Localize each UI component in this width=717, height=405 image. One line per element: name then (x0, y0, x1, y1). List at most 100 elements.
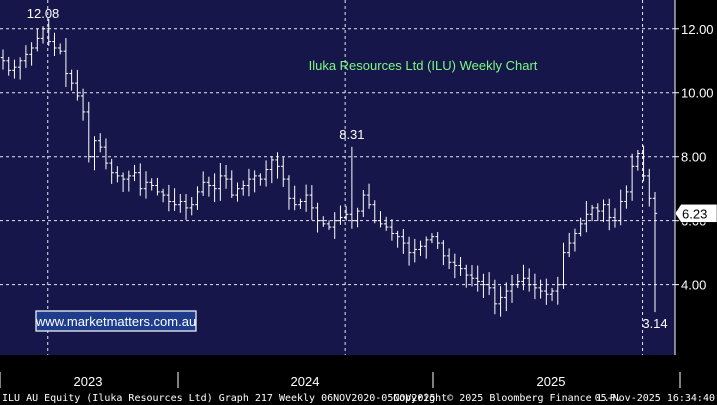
price-bar (561, 242, 566, 289)
price-bar (544, 278, 549, 305)
price-bar (521, 264, 526, 291)
price-bar (441, 240, 446, 266)
price-bar (103, 138, 109, 170)
price-annotation: 3.14 (642, 316, 667, 331)
price-bar (258, 173, 263, 186)
price-bar (229, 170, 234, 198)
chart-title: Iluka Resources Ltd (ILU) Weekly Chart (309, 58, 538, 73)
price-bar (538, 279, 543, 299)
price-bar (241, 180, 246, 196)
price-bar (458, 256, 463, 276)
price-bar (183, 194, 189, 220)
price-bar (361, 189, 366, 217)
price-bar (515, 273, 520, 289)
price-bar (635, 150, 641, 171)
price-bar (464, 264, 469, 288)
price-bar (23, 45, 29, 68)
plot-area (0, 0, 675, 355)
price-bar (624, 185, 629, 209)
price-bar (435, 232, 440, 250)
price-bar (509, 274, 515, 303)
price-bar (629, 153, 635, 201)
price-bar (138, 163, 143, 196)
y-tick-label: 12.00 (681, 22, 714, 37)
price-bars (0, 18, 658, 317)
price-bar (343, 206, 349, 221)
price-bar (252, 170, 257, 193)
price-bar (246, 168, 252, 197)
footer-copyright: Copyright© 2025 Bloomberg Finance L.P. (393, 393, 622, 404)
price-bar (372, 200, 377, 224)
price-bar (29, 42, 34, 66)
price-bar (149, 178, 154, 191)
x-axis: 2023 2024 2025 (0, 372, 681, 389)
price-bar (309, 185, 315, 221)
x-year-label: 2024 (291, 374, 320, 389)
price-bar (143, 171, 149, 199)
price-bar (92, 136, 97, 171)
price-bar (378, 211, 383, 228)
price-bar (40, 26, 46, 44)
price-bar (52, 32, 57, 56)
x-year-label: 2025 (537, 374, 566, 389)
price-bar (223, 164, 229, 189)
price-bar (86, 101, 91, 163)
price-bar (424, 236, 429, 259)
price-bar (303, 184, 309, 212)
price-bar (446, 248, 452, 270)
price-bar (212, 173, 217, 203)
price-bar (326, 220, 332, 230)
price-bar (275, 152, 280, 179)
price-bar (647, 168, 652, 207)
price-bar (475, 265, 480, 292)
price-bar (607, 198, 612, 231)
price-bar (235, 182, 240, 202)
price-bar (286, 175, 292, 210)
price-bar (263, 160, 269, 187)
price-annotations: 12.088.313.149.48 (27, 6, 668, 331)
price-bar (412, 238, 417, 263)
price-bar (218, 162, 223, 201)
price-bar (200, 171, 206, 196)
y-tick-label: 8.00 (681, 150, 706, 165)
bottom-band (0, 355, 717, 405)
price-bar (492, 279, 498, 315)
price-bar (618, 189, 623, 226)
price-bar (17, 57, 23, 80)
price-bar (549, 287, 555, 301)
watermark-text: www.marketmatters.com.au (35, 314, 196, 329)
price-bar (269, 156, 275, 184)
price-bar (160, 188, 166, 203)
last-price-label: 6.23 (682, 206, 707, 221)
price-bar (98, 133, 103, 153)
price-bar (572, 228, 578, 252)
price-bar (406, 236, 412, 266)
price-bar (532, 273, 538, 300)
price-bar (206, 176, 212, 197)
price-bar (366, 183, 372, 209)
price-bar (63, 38, 69, 87)
price-bar (292, 185, 297, 211)
price-bar (355, 207, 360, 228)
price-bar (486, 272, 492, 296)
price-bar (132, 164, 137, 182)
watermark-box: www.marketmatters.com.au (35, 310, 197, 332)
price-bar (401, 229, 406, 254)
price-bar (498, 286, 503, 317)
price-bar (321, 216, 326, 227)
price-bar (389, 219, 395, 241)
price-bar (584, 200, 589, 233)
price-bar (80, 88, 86, 121)
price-bar (75, 69, 80, 101)
price-bar (469, 265, 475, 287)
price-bar (641, 145, 646, 182)
price-bar (155, 177, 160, 196)
price-bar (281, 157, 286, 187)
price-bar (6, 56, 11, 76)
price-bar (172, 188, 177, 211)
footer-timestamp: 05-Nov-2025 16:34:40 (595, 393, 715, 404)
price-bar (315, 202, 320, 233)
